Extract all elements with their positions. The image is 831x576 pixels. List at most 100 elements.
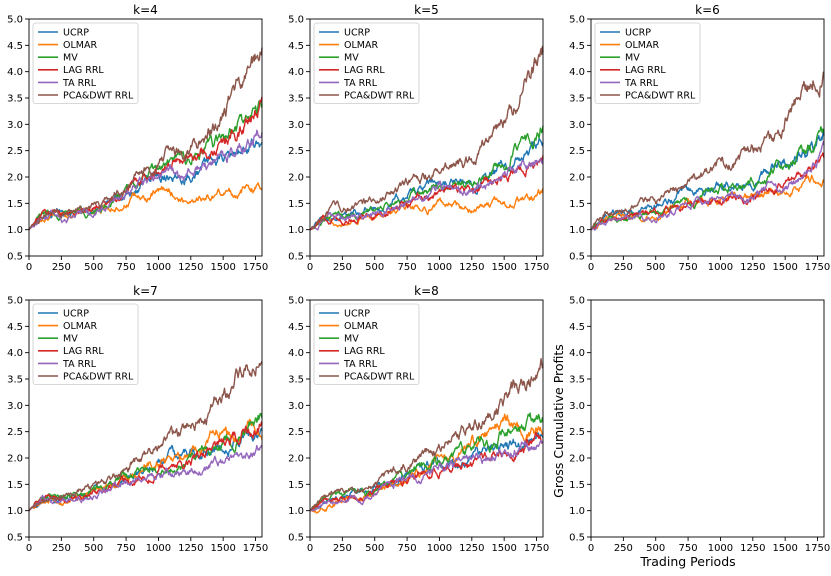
- x-tick-label: 1750: [243, 543, 268, 554]
- x-tick-label: 250: [614, 543, 633, 554]
- legend-box: [313, 22, 420, 104]
- y-tick-label: 1.5: [569, 199, 585, 210]
- legend-label: LAG RRL: [63, 346, 104, 357]
- y-tick-label: 1.5: [288, 480, 304, 491]
- legend-label: OLMAR: [344, 40, 378, 51]
- legend-label: MV: [63, 334, 78, 345]
- axes-frame: [590, 18, 825, 257]
- series-line-ta-rrl: [309, 158, 544, 231]
- x-tick-label: 0: [26, 543, 32, 554]
- series-line-mv: [309, 412, 544, 512]
- x-tick-label: 1500: [491, 262, 516, 273]
- x-tick-label: 500: [646, 543, 665, 554]
- axes-frame: [309, 18, 544, 257]
- legend-label: MV: [63, 53, 78, 64]
- legend-label: LAG RRL: [344, 346, 385, 357]
- legend-label: PCA&DWT RRL: [625, 90, 696, 101]
- y-tick-label: 2.5: [288, 146, 304, 157]
- subplot-2: 0 250 500 750 1000 1250 1500 1750 0.5 1.0 1.5 2.0 2.…: [288, 3, 549, 273]
- x-tick-label: 1250: [459, 262, 484, 273]
- legend-label: TA RRL: [62, 359, 97, 370]
- legend-box: [594, 22, 701, 104]
- legend-label: MV: [344, 53, 359, 64]
- axes-frame: [28, 299, 263, 538]
- y-tick-label: 5.0: [288, 296, 304, 307]
- legend-label: LAG RRL: [63, 65, 104, 76]
- x-tick-label: 1000: [146, 543, 171, 554]
- y-tick-label: 4.5: [569, 322, 585, 333]
- y-tick-label: 3.0: [288, 120, 304, 131]
- legend-label: LAG RRL: [625, 65, 666, 76]
- y-tick-label: 1.5: [288, 199, 304, 210]
- series-line-ucrp: [309, 137, 544, 231]
- axes-frame: [590, 299, 825, 538]
- x-tick-label: 250: [52, 262, 71, 273]
- x-tick-label: 1500: [491, 543, 516, 554]
- series-line-pca-dwt-rrl: [28, 47, 263, 231]
- legend-label: TA RRL: [343, 359, 378, 370]
- y-tick-label: 1.0: [288, 225, 304, 236]
- y-tick-label: 1.5: [569, 480, 585, 491]
- legend-label: UCRP: [63, 308, 89, 319]
- x-tick-label: 750: [679, 262, 698, 273]
- x-tick-label: 500: [646, 262, 665, 273]
- y-tick-label: 3.5: [288, 375, 304, 386]
- y-tick-label: 4.5: [569, 41, 585, 52]
- y-tick-label: 5.0: [569, 296, 585, 307]
- y-tick-label: 1.0: [569, 225, 585, 236]
- y-tick-label: 5.0: [569, 15, 585, 26]
- y-tick-label: 4.5: [7, 41, 23, 52]
- y-tick-label: 1.5: [7, 480, 23, 491]
- axes-frame: [28, 18, 263, 257]
- series-group: [590, 71, 825, 231]
- y-tick-label: 0.5: [569, 252, 585, 263]
- y-tick-label: 0.5: [7, 533, 23, 544]
- y-tick-label: 0.5: [569, 533, 585, 544]
- y-tick-label: 2.0: [569, 454, 585, 465]
- series-group: [28, 361, 263, 512]
- legend-label: MV: [344, 334, 359, 345]
- series-line-ta-rrl: [309, 439, 544, 512]
- x-tick-label: 1750: [805, 543, 830, 554]
- x-tick-label: 0: [26, 262, 32, 273]
- y-tick-label: 3.0: [7, 401, 23, 412]
- legend-label: UCRP: [344, 308, 370, 319]
- legend-label: OLMAR: [63, 321, 97, 332]
- legend-label: TA RRL: [343, 78, 378, 89]
- series-line-lag-rrl: [28, 96, 263, 231]
- subplot-title: k=6: [695, 3, 720, 17]
- series-line-pca-dwt-rrl: [590, 71, 825, 231]
- y-tick-label: 3.5: [569, 94, 585, 105]
- legend-label: OLMAR: [63, 40, 97, 51]
- y-tick-label: 4.0: [288, 67, 304, 78]
- x-tick-label: 1250: [740, 262, 765, 273]
- series-line-olmar: [309, 188, 544, 231]
- x-tick-label: 1250: [178, 262, 203, 273]
- legend-label: PCA&DWT RRL: [63, 90, 134, 101]
- subplot-title: k=7: [133, 284, 158, 298]
- x-tick-label: 750: [117, 543, 136, 554]
- x-tick-label: 500: [365, 262, 384, 273]
- y-tick-label: 4.0: [7, 67, 23, 78]
- y-tick-label: 2.0: [288, 173, 304, 184]
- subplot-title: k=8: [414, 284, 439, 298]
- y-tick-label: 0.5: [288, 533, 304, 544]
- x-tick-label: 0: [588, 543, 594, 554]
- legend-label: PCA&DWT RRL: [344, 90, 415, 101]
- y-tick-label: 2.5: [569, 427, 585, 438]
- y-tick-label: 4.0: [288, 348, 304, 359]
- x-tick-label: 1500: [210, 543, 235, 554]
- x-tick-label: 1250: [459, 543, 484, 554]
- x-tick-label: 1500: [772, 543, 797, 554]
- series-group: [28, 47, 263, 231]
- y-tick-label: 5.0: [7, 296, 23, 307]
- y-tick-label: 4.5: [288, 322, 304, 333]
- y-tick-label: 3.0: [7, 120, 23, 131]
- legend-box: [313, 303, 420, 385]
- y-tick-label: 1.0: [7, 506, 23, 517]
- x-tick-label: 1500: [772, 262, 797, 273]
- subplot-6: 0 250 500 750 1000 1250 1500 1750 0.5 1.0 1.5 2.0 2.…: [569, 296, 830, 555]
- axes-frame: [309, 299, 544, 538]
- subplot-title: k=5: [414, 3, 439, 17]
